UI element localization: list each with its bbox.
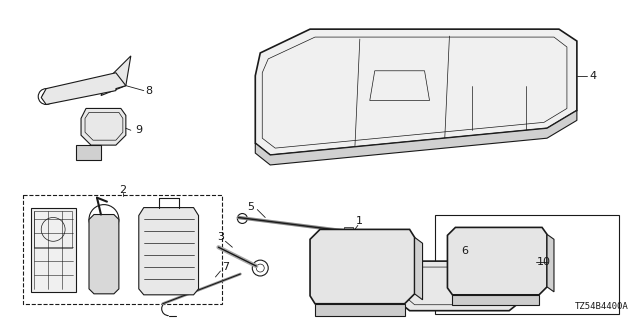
- Polygon shape: [139, 208, 198, 295]
- Bar: [344, 228, 353, 235]
- Polygon shape: [452, 295, 539, 305]
- Bar: [435, 214, 619, 314]
- Bar: [23, 195, 223, 304]
- Bar: [31, 208, 76, 292]
- Circle shape: [365, 249, 385, 269]
- Circle shape: [499, 246, 515, 262]
- Polygon shape: [76, 145, 101, 160]
- Polygon shape: [447, 228, 547, 295]
- Polygon shape: [255, 110, 577, 165]
- Text: 5: 5: [247, 202, 254, 212]
- Polygon shape: [101, 56, 131, 96]
- Polygon shape: [519, 273, 537, 299]
- Text: 2: 2: [119, 185, 127, 195]
- Polygon shape: [41, 73, 126, 105]
- Text: 7: 7: [222, 262, 229, 272]
- Polygon shape: [399, 261, 519, 311]
- Bar: [35, 211, 72, 248]
- Polygon shape: [547, 234, 554, 292]
- Polygon shape: [315, 304, 404, 316]
- Text: 6: 6: [461, 246, 468, 256]
- Polygon shape: [81, 108, 126, 145]
- Circle shape: [328, 249, 348, 269]
- Polygon shape: [381, 273, 399, 299]
- Text: 3: 3: [217, 232, 224, 242]
- Text: 1: 1: [356, 216, 364, 227]
- Text: TZ54B4400A: TZ54B4400A: [575, 302, 628, 311]
- Text: 4: 4: [589, 71, 596, 81]
- Bar: [506, 29, 522, 37]
- Circle shape: [465, 246, 480, 262]
- Bar: [322, 29, 338, 37]
- Polygon shape: [255, 29, 577, 155]
- Bar: [387, 29, 403, 37]
- Polygon shape: [310, 229, 415, 304]
- Text: 10: 10: [537, 257, 551, 267]
- Polygon shape: [415, 237, 422, 300]
- Text: 9: 9: [135, 125, 142, 135]
- Polygon shape: [89, 214, 119, 294]
- Text: 8: 8: [145, 86, 152, 96]
- Bar: [451, 29, 467, 37]
